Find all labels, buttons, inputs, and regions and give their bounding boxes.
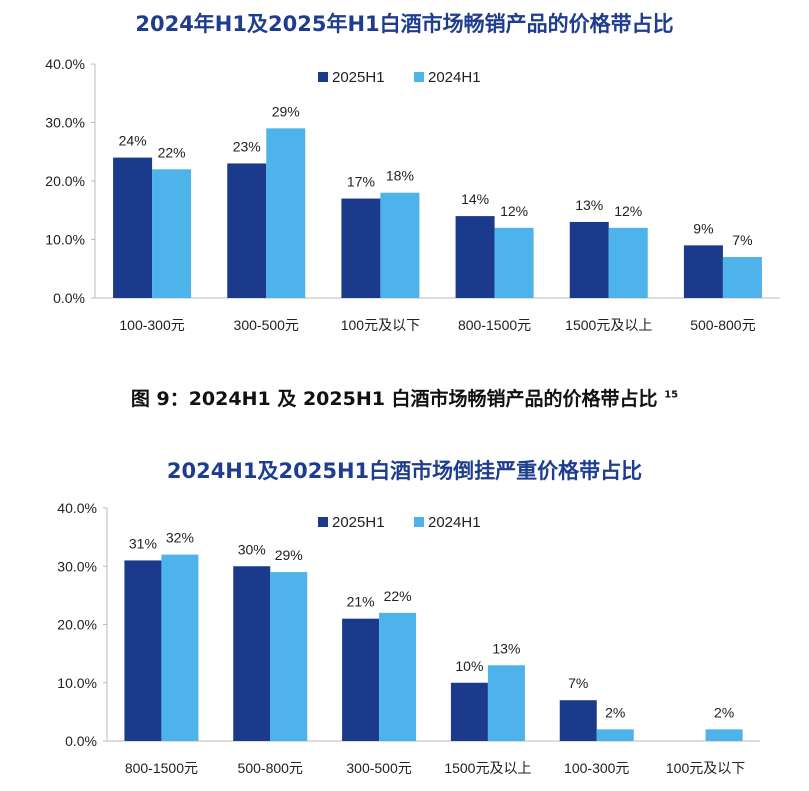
data-label: 10% [455, 658, 483, 674]
data-label: 29% [275, 547, 303, 563]
bar-2024H1 [608, 227, 648, 298]
bar-2024H1 [596, 729, 634, 741]
chart2-title: 2024H1及2025H1白酒市场倒挂严重价格带占比 [166, 459, 643, 483]
bar-2024H1 [270, 572, 308, 741]
x-tick-label: 800-1500元 [458, 317, 531, 333]
bar-2025H1 [227, 163, 267, 298]
bar-2024H1 [161, 554, 199, 741]
y-tick-label: 0.0% [65, 733, 97, 749]
x-tick-label: 100元及以下 [341, 317, 420, 333]
data-label: 31% [129, 535, 157, 551]
data-label: 13% [575, 197, 603, 213]
data-label: 32% [166, 530, 194, 546]
data-label: 7% [732, 232, 752, 248]
data-label: 23% [233, 138, 261, 154]
bar-2025H1 [113, 157, 153, 298]
bar-2025H1 [342, 618, 380, 741]
y-tick-label: 20.0% [57, 617, 97, 633]
bar-2025H1 [683, 245, 723, 298]
legend-swatch-2025H1 [318, 517, 328, 527]
x-tick-label: 500-800元 [238, 760, 303, 776]
bar-2024H1 [487, 665, 525, 741]
legend-swatch-2024H1 [414, 517, 424, 527]
chart1-title: 2024年H1及2025年H1白酒市场畅销产品的价格带占比 [135, 12, 674, 36]
bar-2025H1 [450, 682, 488, 741]
x-tick-label: 500-800元 [690, 317, 755, 333]
caption-text: 图 9：2024H1 及 2025H1 白酒市场畅销产品的价格带占比 [130, 388, 658, 410]
y-tick-label: 40.0% [45, 56, 85, 72]
y-tick-label: 0.0% [53, 290, 85, 306]
data-label: 24% [119, 133, 147, 149]
x-tick-label: 100元及以下 [666, 760, 745, 776]
legend-label: 2025H1 [332, 69, 385, 86]
x-tick-label: 300-500元 [234, 317, 299, 333]
data-label: 29% [272, 103, 300, 119]
legend-label: 2024H1 [428, 514, 481, 531]
x-tick-label: 100-300元 [119, 317, 184, 333]
bar-2024H1 [379, 612, 417, 741]
y-tick-label: 10.0% [57, 675, 97, 691]
bar-2024H1 [494, 227, 534, 298]
data-label: 14% [461, 191, 489, 207]
legend-swatch-2025H1 [318, 72, 328, 82]
figure-caption: 图 9：2024H1 及 2025H1 白酒市场畅销产品的价格带占比 15 [0, 384, 809, 411]
data-label: 2% [605, 704, 625, 720]
legend-label: 2025H1 [332, 514, 385, 531]
bar-2024H1 [722, 257, 762, 298]
bar-2025H1 [455, 216, 495, 298]
bar-2025H1 [569, 221, 609, 298]
data-label: 30% [238, 541, 266, 557]
data-label: 9% [693, 220, 713, 236]
bar-2025H1 [559, 700, 597, 741]
caption-footnote: 15 [664, 389, 679, 401]
bar-2024H1 [705, 729, 743, 741]
x-tick-label: 1500元及以上 [444, 760, 531, 776]
data-label: 21% [347, 594, 375, 610]
y-tick-label: 20.0% [45, 173, 85, 189]
data-label: 17% [347, 174, 375, 190]
data-label: 22% [158, 144, 186, 160]
bar-2025H1 [124, 560, 162, 741]
data-label: 12% [614, 203, 642, 219]
chart1: 0.0% 10.0% 20.0% 30.0% 40.0% 24% 22% 100-300元 23… [45, 56, 780, 333]
data-label: 22% [384, 588, 412, 604]
data-label: 18% [386, 168, 414, 184]
x-tick-label: 800-1500元 [125, 760, 198, 776]
bar-2025H1 [341, 198, 381, 298]
y-tick-label: 10.0% [45, 232, 85, 248]
data-label: 7% [568, 675, 588, 691]
legend-swatch-2024H1 [414, 72, 424, 82]
y-tick-label: 30.0% [45, 115, 85, 131]
bar-2025H1 [233, 566, 271, 741]
x-tick-label: 1500元及以上 [565, 317, 652, 333]
legend-label: 2024H1 [428, 69, 481, 86]
chart2: 0.0% 10.0% 20.0% 30.0% 40.0% 31% 32% 800-1500元 3… [57, 500, 760, 776]
data-label: 2% [714, 704, 734, 720]
x-tick-label: 100-300元 [564, 760, 629, 776]
data-label: 13% [492, 640, 520, 656]
x-tick-label: 300-500元 [346, 760, 411, 776]
y-tick-label: 40.0% [57, 500, 97, 516]
bar-2024H1 [152, 169, 192, 298]
data-label: 12% [500, 203, 528, 219]
y-tick-label: 30.0% [57, 558, 97, 574]
bar-2024H1 [266, 128, 306, 298]
bar-2024H1 [380, 192, 420, 298]
